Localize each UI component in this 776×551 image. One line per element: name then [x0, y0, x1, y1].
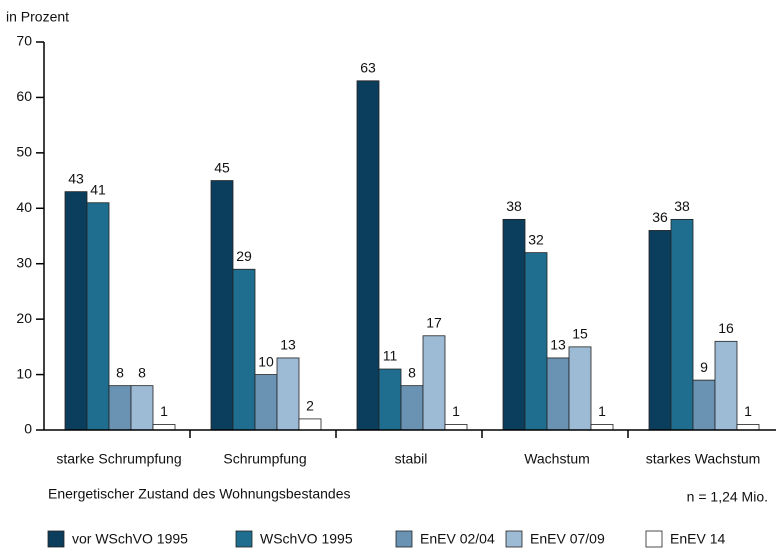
value-label: 17: [426, 314, 442, 330]
legend-label: WSchVO 1995: [260, 531, 353, 547]
legend-label: EnEV 07/09: [530, 531, 605, 547]
legend-label: vor WSchVO 1995: [72, 531, 188, 547]
x-tick-label: Schrumpfung: [223, 451, 306, 467]
value-label: 32: [528, 231, 544, 247]
bar: [130, 385, 154, 431]
y-tick-label: 20: [16, 310, 32, 326]
legend-swatch: [645, 530, 663, 548]
value-label: 41: [90, 181, 106, 197]
legend-swatch: [235, 530, 253, 548]
bar: [670, 218, 694, 431]
value-label: 1: [744, 403, 752, 419]
y-tick-label: 0: [24, 421, 32, 437]
y-tick-label: 30: [16, 254, 32, 270]
bar: [714, 340, 738, 431]
bar: [648, 230, 672, 431]
bar: [232, 268, 256, 431]
bar: [736, 424, 760, 431]
value-label: 8: [116, 364, 124, 380]
legend-swatch: [505, 530, 523, 548]
bar: [590, 424, 614, 431]
legend-swatch: [395, 530, 413, 548]
y-tick-label: 50: [16, 144, 32, 160]
bar: [524, 252, 548, 431]
bar: [546, 357, 570, 431]
bar: [108, 385, 132, 431]
value-label: 13: [280, 337, 296, 353]
value-label: 43: [68, 170, 84, 186]
value-label: 10: [258, 353, 274, 369]
value-label: 1: [598, 403, 606, 419]
bar: [254, 374, 278, 431]
bar: [444, 424, 468, 431]
bar: [422, 335, 446, 431]
x-tick-label: Wachstum: [524, 451, 590, 467]
value-label: 36: [652, 209, 668, 225]
annotation: n = 1,24 Mio.: [687, 489, 768, 505]
bar: [568, 346, 592, 431]
bar: [502, 218, 526, 431]
value-label: 16: [718, 320, 734, 336]
value-label: 45: [214, 159, 230, 175]
bar: [400, 385, 424, 431]
value-label: 13: [550, 337, 566, 353]
bar: [64, 191, 88, 431]
legend-label: EnEV 02/04: [420, 531, 495, 547]
legend-swatch: [47, 530, 65, 548]
value-label: 63: [360, 60, 376, 76]
value-label: 38: [674, 198, 690, 214]
value-label: 29: [236, 248, 252, 264]
value-label: 11: [383, 348, 398, 364]
y-tick-label: 70: [16, 33, 32, 49]
legend-label: EnEV 14: [670, 531, 725, 547]
value-label: 2: [306, 398, 314, 414]
value-label: 15: [572, 326, 588, 342]
bar: [356, 80, 380, 431]
x-tick-label: starkes Wachstum: [646, 451, 761, 467]
x-tick-label: starke Schrumpfung: [56, 451, 181, 467]
y-tick-label: 10: [16, 365, 32, 381]
y-tick-label: 40: [16, 199, 32, 215]
bar: [276, 357, 300, 431]
y-axis-label: in Prozent: [6, 9, 69, 25]
bar: [298, 418, 322, 431]
y-tick-label: 60: [16, 88, 32, 104]
bar: [692, 379, 716, 431]
bar: [378, 368, 402, 431]
value-label: 8: [408, 364, 416, 380]
bar: [152, 424, 176, 431]
x-axis-label: Energetischer Zustand des Wohnungsbestan…: [48, 486, 351, 502]
value-label: 38: [506, 198, 522, 214]
value-label: 8: [138, 364, 146, 380]
bar: [210, 180, 234, 431]
value-label: 9: [700, 359, 708, 375]
value-label: 1: [452, 403, 460, 419]
bar: [86, 202, 110, 431]
x-tick-label: stabil: [395, 451, 428, 467]
value-label: 1: [160, 403, 168, 419]
